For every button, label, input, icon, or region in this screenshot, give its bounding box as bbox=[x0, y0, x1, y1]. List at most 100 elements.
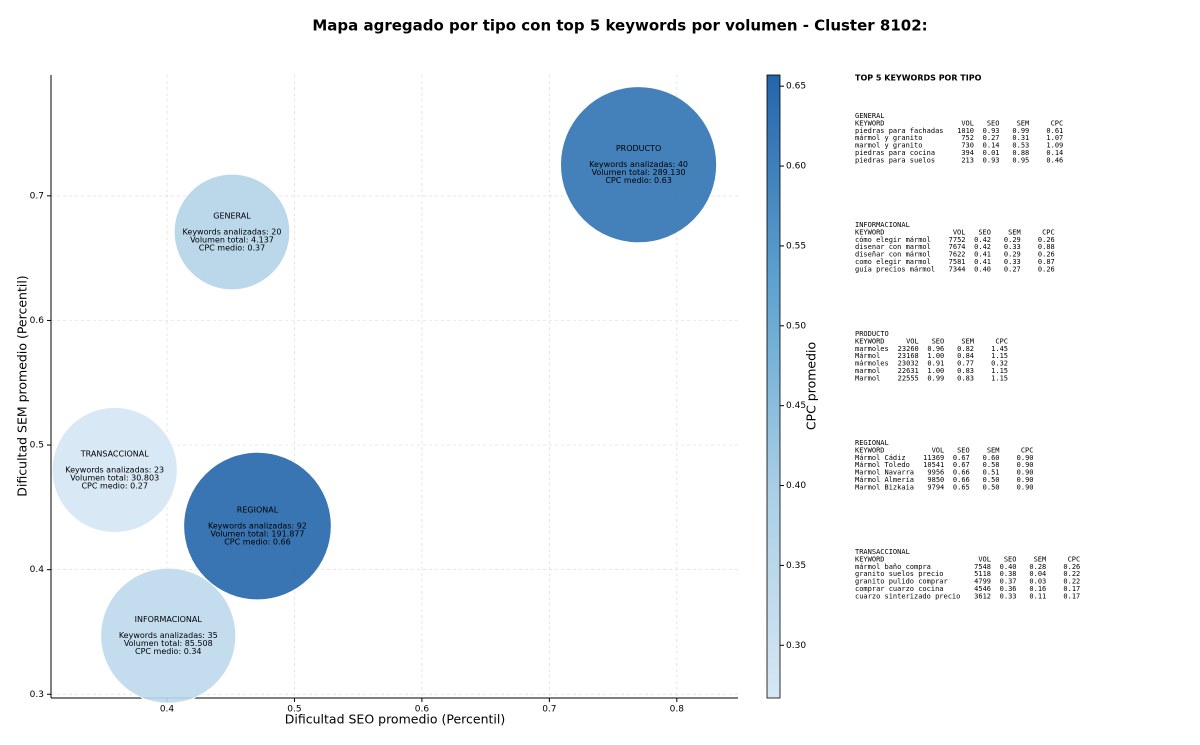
table-header: SEM bbox=[961, 337, 974, 345]
table-cell: 23032 bbox=[898, 360, 919, 368]
table-cell: 0.95 bbox=[1012, 156, 1029, 164]
bubble-volume: Volumen total: 30.803 bbox=[70, 473, 159, 482]
table-cell: 0.90 bbox=[1017, 476, 1034, 484]
chart-title: Mapa agregado por tipo con top 5 keyword… bbox=[312, 17, 927, 35]
table-cell: 0.37 bbox=[1000, 578, 1017, 586]
table-header: KEYWORD bbox=[855, 446, 885, 454]
table-cell: marmol y granito bbox=[855, 142, 922, 150]
table-header: CPC bbox=[1042, 228, 1055, 236]
table-cell: 0.50 bbox=[983, 483, 1000, 491]
bubble-keywords: Keywords analizadas: 35 bbox=[119, 631, 218, 640]
table-cell: 1010 bbox=[957, 127, 974, 135]
table-header: CPC bbox=[995, 337, 1008, 345]
table-cell: 0.31 bbox=[1012, 134, 1029, 142]
table-cell: 0.90 bbox=[1017, 469, 1034, 477]
bubble-volume: Volumen total: 289.130 bbox=[592, 168, 686, 177]
table-cell: 0.11 bbox=[1029, 592, 1046, 600]
table-cell: 0.33 bbox=[1004, 243, 1021, 251]
x-tick-label: 0.7 bbox=[542, 705, 556, 715]
table-cell: 10541 bbox=[923, 461, 944, 469]
table-cell: Marmol bbox=[855, 374, 880, 382]
table-cell: 1.45 bbox=[991, 345, 1008, 353]
table-cell: 0.93 bbox=[983, 156, 1000, 164]
table-cell: Marmol Bizkaia bbox=[855, 483, 914, 491]
colorbar bbox=[766, 74, 781, 699]
table-cell: 23168 bbox=[898, 352, 919, 360]
table-cell: 0.17 bbox=[1063, 592, 1080, 600]
y-axis-label: Dificultad SEM promedio (Percentil) bbox=[15, 275, 30, 496]
bubble-cpc: CPC medio: 0.63 bbox=[605, 176, 672, 185]
table-header: SEM bbox=[1034, 555, 1047, 563]
panel-title: TOP 5 KEYWORDS POR TIPO bbox=[855, 74, 982, 83]
table-header: VOL bbox=[961, 119, 974, 127]
table-cell: 0.17 bbox=[1063, 585, 1080, 593]
y-tick-label: 0.4 bbox=[30, 565, 45, 575]
table-cell: 0.90 bbox=[1017, 454, 1034, 462]
y-tick-label: 0.7 bbox=[30, 191, 44, 201]
table-header: SEO bbox=[957, 446, 970, 454]
bubble-volume: Volumen total: 85.508 bbox=[124, 639, 213, 648]
table-title: REGIONAL bbox=[855, 439, 889, 447]
colorbar-tick-label: 0.50 bbox=[786, 321, 806, 331]
table-cell: 0.83 bbox=[957, 374, 974, 382]
table-cell: 9794 bbox=[927, 483, 944, 491]
table-cell: granito suelos precio bbox=[855, 570, 944, 578]
bubble bbox=[560, 86, 717, 244]
table-cell: 1.07 bbox=[1046, 134, 1063, 142]
table-cell: mármol baño compra bbox=[855, 563, 931, 571]
table-cell: 0.88 bbox=[1038, 243, 1055, 251]
table-cell: 0.38 bbox=[1000, 570, 1017, 578]
table-cell: 0.42 bbox=[974, 236, 991, 244]
colorbar-tick-label: 0.60 bbox=[786, 162, 806, 172]
table-cell: diseñar con mármol bbox=[855, 251, 931, 259]
table-cell: disenar con marmol bbox=[855, 243, 931, 251]
table-cell: 0.82 bbox=[957, 345, 974, 353]
table-cell: 0.29 bbox=[1004, 251, 1021, 259]
table-cell: 9956 bbox=[927, 469, 944, 477]
x-tick-label: 0.8 bbox=[670, 705, 685, 715]
table-cell: cuarzo sinterizado precio bbox=[855, 592, 960, 600]
table-cell: 1.00 bbox=[927, 367, 944, 375]
bubble-keywords: Keywords analizadas: 92 bbox=[208, 522, 307, 531]
colorbar-tick-label: 0.30 bbox=[786, 641, 806, 651]
table-cell: 0.04 bbox=[1029, 570, 1046, 578]
table-header: KEYWORD bbox=[855, 555, 885, 563]
colorbar-label: CPC promedio bbox=[804, 342, 819, 430]
table-header: KEYWORD bbox=[855, 228, 885, 236]
table-cell: 394 bbox=[961, 149, 974, 157]
table-title: INFORMACIONAL bbox=[855, 221, 910, 229]
table-cell: 7622 bbox=[949, 251, 966, 259]
table-cell: 0.14 bbox=[983, 142, 1000, 150]
table-header: SEO bbox=[978, 228, 991, 236]
table-cell: 7674 bbox=[949, 243, 966, 251]
colorbar-tick-label: 0.45 bbox=[786, 401, 806, 411]
x-tick-label: 0.4 bbox=[160, 705, 175, 715]
table-header: CPC bbox=[1051, 119, 1064, 127]
table-cell: 7752 bbox=[949, 236, 966, 244]
table-cell: 0.26 bbox=[1038, 236, 1055, 244]
table-cell: 11369 bbox=[923, 454, 944, 462]
x-axis-label: Dificultad SEO promedio (Percentil) bbox=[285, 712, 505, 727]
bubble-cpc: CPC medio: 0.34 bbox=[135, 647, 202, 656]
x-tick-label: 0.5 bbox=[287, 705, 301, 715]
table-cell: marmol bbox=[855, 367, 880, 375]
bubble-volume: Volumen total: 191.877 bbox=[210, 530, 304, 539]
table-title: TRANSACCIONAL bbox=[855, 548, 910, 556]
table-cell: mármoles bbox=[855, 360, 889, 368]
table-cell: 0.14 bbox=[1046, 149, 1063, 157]
table-cell: 0.40 bbox=[974, 265, 991, 273]
bubble-keywords: Keywords analizadas: 40 bbox=[589, 160, 688, 169]
table-cell: 22555 bbox=[898, 374, 919, 382]
bubble-name: PRODUCTO bbox=[616, 144, 661, 153]
table-cell: 0.93 bbox=[983, 127, 1000, 135]
table-cell: 0.03 bbox=[1029, 578, 1046, 586]
table-cell: Mármol Almería bbox=[855, 476, 914, 484]
y-tick-label: 0.5 bbox=[30, 441, 44, 451]
table-cell: guía precios mármol bbox=[855, 265, 935, 273]
table-cell: 0.87 bbox=[1038, 258, 1055, 266]
bubble-name: INFORMACIONAL bbox=[135, 615, 203, 624]
table-cell: 0.22 bbox=[1063, 578, 1080, 586]
table-cell: 5118 bbox=[974, 570, 991, 578]
table-cell: 0.26 bbox=[1038, 265, 1055, 273]
table-cell: 7344 bbox=[949, 265, 966, 273]
